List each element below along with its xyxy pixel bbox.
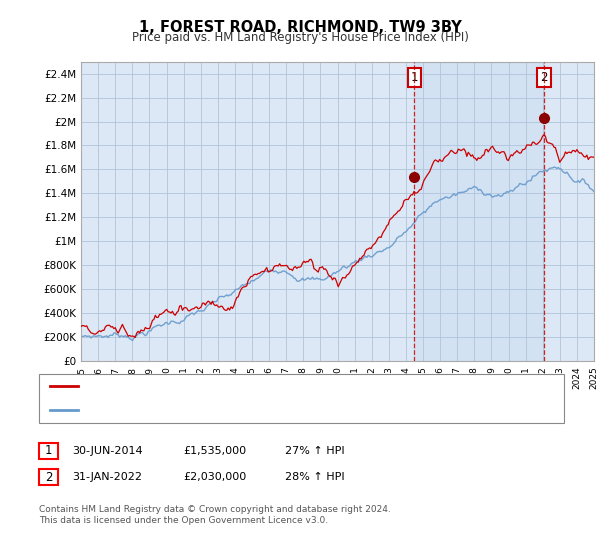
Text: 1: 1	[45, 444, 52, 458]
Text: £2,030,000: £2,030,000	[183, 472, 246, 482]
Text: 2: 2	[45, 470, 52, 484]
Text: 28% ↑ HPI: 28% ↑ HPI	[285, 472, 344, 482]
Text: Price paid vs. HM Land Registry's House Price Index (HPI): Price paid vs. HM Land Registry's House …	[131, 31, 469, 44]
Text: 1, FOREST ROAD, RICHMOND, TW9 3BY (detached house): 1, FOREST ROAD, RICHMOND, TW9 3BY (detac…	[84, 381, 383, 391]
Text: 30-JUN-2014: 30-JUN-2014	[72, 446, 143, 456]
Text: 31-JAN-2022: 31-JAN-2022	[72, 472, 142, 482]
Text: 27% ↑ HPI: 27% ↑ HPI	[285, 446, 344, 456]
Text: Contains HM Land Registry data © Crown copyright and database right 2024.
This d: Contains HM Land Registry data © Crown c…	[39, 505, 391, 525]
Text: 2: 2	[541, 71, 548, 83]
Bar	[415, 62, 544, 361]
Text: £1,535,000: £1,535,000	[183, 446, 246, 456]
Text: HPI: Average price, detached house, Richmond upon Thames: HPI: Average price, detached house, Rich…	[84, 405, 403, 416]
Text: 1: 1	[411, 71, 418, 83]
Text: 1, FOREST ROAD, RICHMOND, TW9 3BY: 1, FOREST ROAD, RICHMOND, TW9 3BY	[139, 20, 461, 35]
